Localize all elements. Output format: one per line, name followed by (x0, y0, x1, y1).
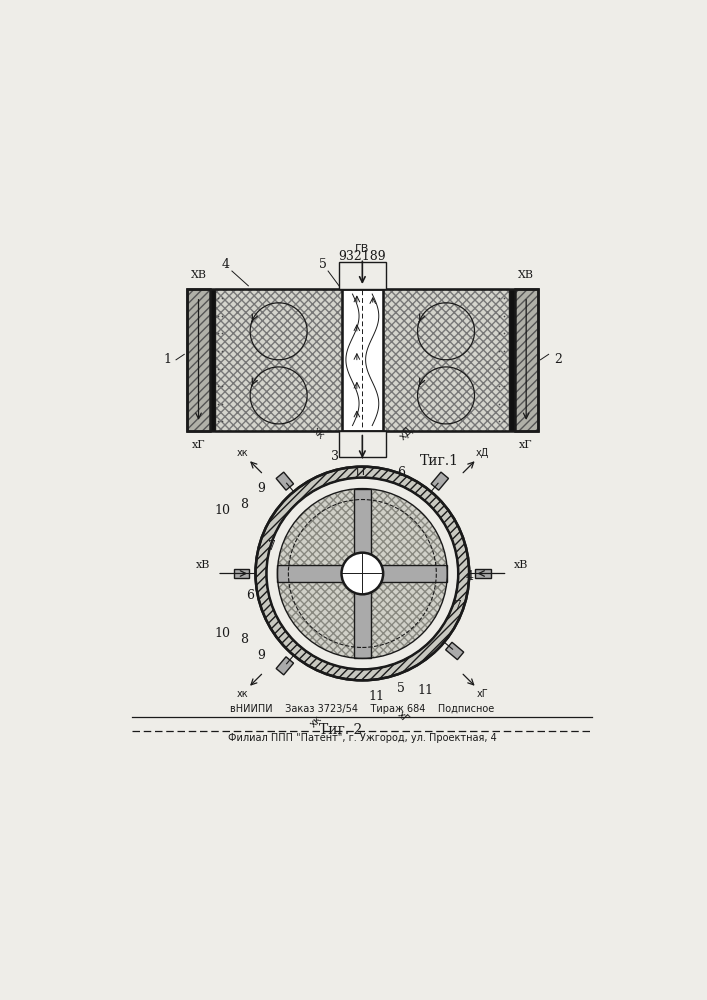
Text: ХВ: ХВ (190, 270, 206, 280)
Text: 10: 10 (215, 627, 230, 640)
Text: хВ: хВ (514, 560, 528, 570)
Text: 7: 7 (455, 600, 462, 613)
Text: хк: хк (308, 713, 324, 729)
Text: 4: 4 (465, 570, 473, 583)
Bar (354, 489, 371, 658)
Bar (216, 289, 341, 431)
Text: 10: 10 (215, 504, 230, 517)
Text: 2: 2 (554, 353, 563, 366)
Text: 3: 3 (331, 450, 339, 463)
Polygon shape (276, 472, 293, 490)
Text: ГГ: ГГ (356, 467, 369, 477)
Bar (216, 289, 341, 431)
Text: 932189: 932189 (339, 250, 386, 263)
Text: ГВ: ГВ (355, 244, 370, 254)
Polygon shape (276, 657, 293, 675)
Text: хГ: хГ (395, 710, 411, 726)
Bar (187, 289, 538, 431)
Bar (515, 289, 538, 431)
Circle shape (267, 478, 458, 669)
Bar (383, 289, 509, 431)
Text: 5: 5 (397, 682, 404, 695)
Text: ХВ: ХВ (518, 270, 534, 280)
Circle shape (341, 553, 383, 594)
Text: 6: 6 (246, 589, 254, 602)
Bar (210, 289, 216, 431)
Text: хк: хк (236, 448, 248, 458)
Bar (383, 289, 509, 431)
Polygon shape (445, 642, 464, 660)
Circle shape (255, 467, 469, 680)
Text: хк: хк (236, 689, 248, 699)
Text: 1: 1 (164, 353, 172, 366)
Text: 9: 9 (257, 649, 265, 662)
Text: 11: 11 (368, 690, 384, 703)
Bar (187, 289, 210, 431)
Text: Филиал ППП "Патент", г. Ужгород, ул. Проектная, 4: Филиал ППП "Патент", г. Ужгород, ул. Про… (228, 733, 497, 743)
Text: 6: 6 (397, 466, 404, 479)
Text: Τиг.1: Τиг.1 (419, 454, 459, 468)
Text: хВ: хВ (197, 560, 211, 570)
Text: 11: 11 (417, 684, 433, 697)
Text: 9: 9 (257, 482, 265, 495)
Polygon shape (475, 569, 491, 578)
Polygon shape (234, 569, 250, 578)
Text: 5: 5 (319, 258, 327, 271)
Bar (515, 289, 538, 431)
Text: хД: хД (476, 448, 489, 458)
Text: вНИИПИ    Заказ 3723/54    Тираж 684    Подписное: вНИИПИ Заказ 3723/54 Тираж 684 Подписное (230, 704, 494, 714)
Bar (509, 289, 515, 431)
Text: 8: 8 (240, 633, 249, 646)
Bar (277, 565, 448, 582)
Text: 7: 7 (268, 540, 276, 553)
Bar (339, 431, 385, 457)
Text: хГ: хГ (477, 689, 489, 699)
Text: хГ: хГ (520, 440, 533, 450)
Bar (187, 289, 210, 431)
Bar (339, 262, 385, 289)
Polygon shape (431, 472, 448, 490)
Text: хк: хк (310, 426, 327, 442)
Text: 8: 8 (240, 498, 249, 512)
Circle shape (277, 489, 448, 658)
Text: 4: 4 (221, 258, 229, 271)
Text: хГ: хГ (192, 440, 205, 450)
Bar (341, 289, 383, 431)
Bar (341, 289, 383, 431)
Text: Τиг. 2: Τиг. 2 (319, 723, 362, 737)
Text: хД: хД (397, 425, 415, 442)
